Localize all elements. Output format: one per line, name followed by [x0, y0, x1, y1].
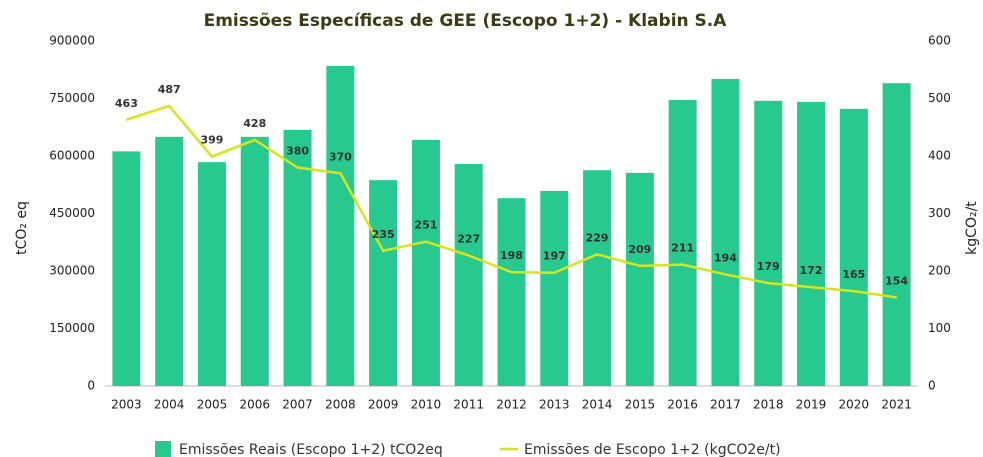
y-tick-label: 450000	[49, 206, 95, 220]
data-label: 229	[586, 231, 609, 244]
y2-tick-label: 0	[928, 379, 936, 393]
x-tick-label: 2011	[453, 398, 484, 412]
y2-tick-label: 600	[928, 34, 951, 48]
bar	[540, 190, 569, 386]
data-label: 251	[414, 219, 437, 232]
y2-axis-label: kgCO₂/t	[964, 201, 980, 255]
data-label: 380	[286, 145, 309, 158]
y-tick-label: 300000	[49, 264, 95, 278]
bar	[155, 136, 184, 386]
legend-label: Emissões Reais (Escopo 1+2) tCO2eq	[179, 442, 443, 457]
data-label: 197	[543, 250, 566, 263]
y2-tick-label: 200	[928, 264, 951, 278]
bar	[497, 198, 526, 386]
data-label: 235	[372, 228, 395, 241]
data-label: 463	[115, 97, 138, 110]
y-tick-label: 0	[87, 379, 95, 393]
data-label: 172	[800, 264, 823, 277]
y2-tick-label: 500	[928, 91, 951, 105]
x-tick-label: 2016	[667, 398, 698, 412]
x-tick-label: 2003	[111, 398, 142, 412]
data-label: 165	[842, 268, 865, 281]
x-tick-label: 2008	[325, 398, 356, 412]
bar	[711, 78, 740, 386]
bar	[326, 65, 355, 387]
bar	[454, 164, 483, 386]
x-tick-label: 2006	[239, 398, 270, 412]
x-tick-label: 2013	[539, 398, 570, 412]
x-tick-label: 2007	[282, 398, 313, 412]
y-tick-label: 600000	[49, 149, 95, 163]
x-tick-label: 2010	[411, 398, 442, 412]
bar	[583, 170, 612, 386]
x-tick-label: 2005	[197, 398, 228, 412]
x-tick-label: 2021	[881, 398, 912, 412]
y-tick-label: 750000	[49, 91, 95, 105]
bar	[369, 180, 398, 386]
data-label: 370	[329, 150, 352, 163]
y2-tick-label: 100	[928, 321, 951, 335]
data-label: 209	[628, 243, 651, 256]
bar	[112, 151, 141, 386]
x-tick-label: 2012	[496, 398, 527, 412]
bar	[240, 136, 269, 386]
y2-tick-label: 400	[928, 149, 951, 163]
bar	[839, 108, 868, 386]
data-label: 399	[200, 134, 223, 147]
y2-tick-label: 300	[928, 206, 951, 220]
data-label: 227	[457, 232, 480, 245]
bar	[797, 101, 826, 386]
data-label: 179	[757, 260, 780, 273]
legend-swatch	[155, 441, 171, 457]
bar	[411, 139, 440, 386]
data-label: 428	[243, 117, 266, 130]
line	[126, 104, 897, 299]
y-tick-label: 900000	[49, 34, 95, 48]
chart-title: Emissões Específicas de GEE (Escopo 1+2)…	[204, 11, 728, 31]
bar	[625, 172, 654, 386]
data-label: 154	[885, 274, 908, 287]
data-label: 211	[671, 242, 694, 255]
x-tick-label: 2014	[582, 398, 613, 412]
y-tick-label: 150000	[49, 321, 95, 335]
bar	[668, 100, 697, 387]
data-label: 487	[158, 83, 181, 96]
data-label: 194	[714, 251, 737, 264]
x-tick-label: 2019	[796, 398, 827, 412]
data-label: 198	[500, 249, 523, 262]
bar	[197, 162, 226, 386]
x-tick-label: 2020	[839, 398, 870, 412]
x-tick-label: 2015	[625, 398, 656, 412]
y-axis-label: tCO₂ eq	[14, 201, 30, 255]
bar	[882, 83, 911, 387]
bar	[754, 100, 783, 387]
bar	[283, 129, 312, 386]
x-tick-label: 2017	[710, 398, 741, 412]
x-tick-label: 2004	[154, 398, 185, 412]
x-tick-label: 2009	[368, 398, 399, 412]
x-tick-label: 2018	[753, 398, 784, 412]
legend-label: Emissões de Escopo 1+2 (kgCO2e/t)	[524, 442, 781, 457]
